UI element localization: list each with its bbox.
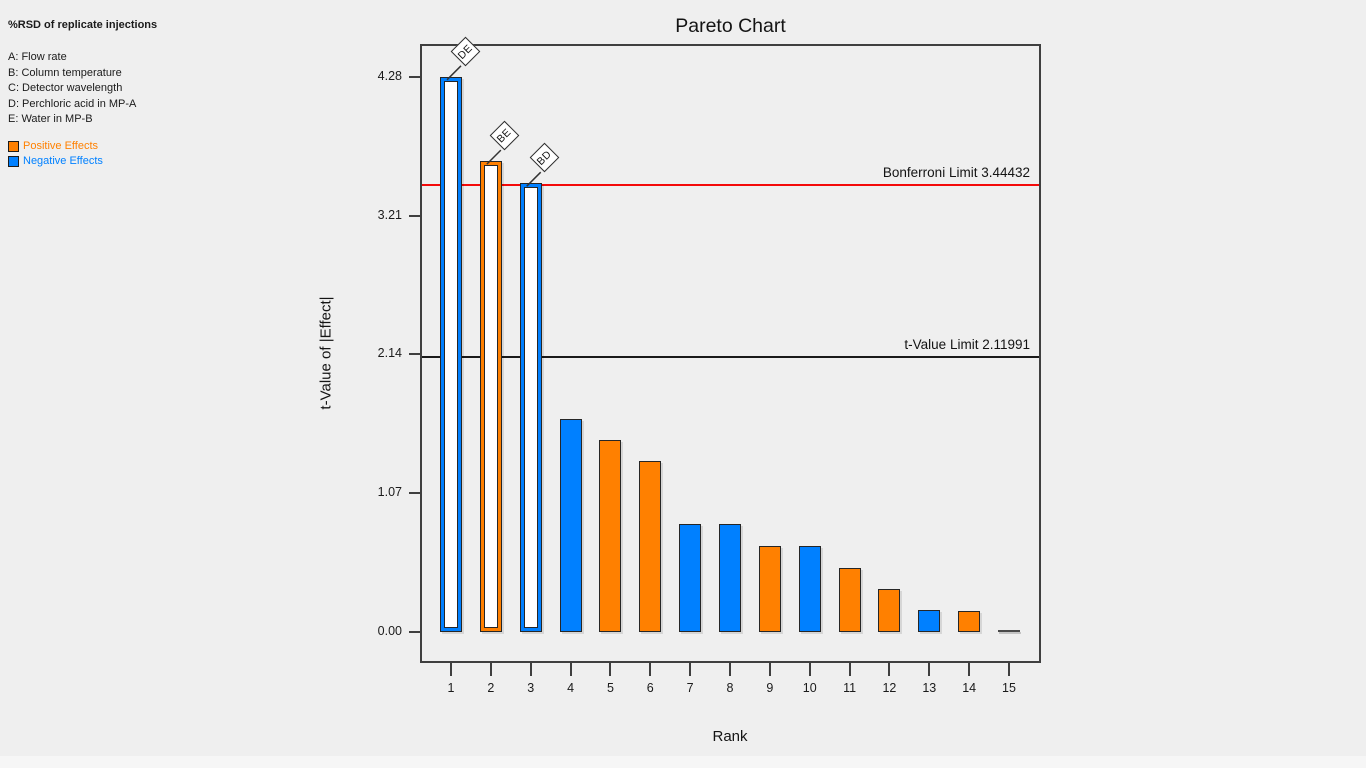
y-axis-tick	[409, 631, 421, 633]
x-axis-tick	[848, 663, 851, 676]
x-axis-tick	[569, 663, 572, 676]
x-axis-tick	[529, 663, 532, 676]
y-axis-tick-label: 4.28	[377, 68, 402, 83]
x-axis-tick	[968, 663, 971, 676]
factor-item: A: Flow rate	[8, 51, 67, 63]
pareto-bar-rank-15[interactable]	[997, 630, 1020, 632]
x-axis-tick	[928, 663, 931, 676]
pareto-bar-rank-9[interactable]	[758, 546, 781, 632]
x-axis-tick-label: 13	[922, 681, 937, 695]
pareto-bar-rank-13[interactable]	[918, 609, 941, 632]
y-axis-tick	[409, 492, 421, 495]
chart-title: Pareto Chart	[675, 15, 786, 37]
t-value-limit-label: t-Value Limit 2.11991	[904, 337, 1030, 352]
x-axis-tick-label: 14	[962, 681, 977, 695]
y-axis-tick	[409, 214, 421, 217]
x-axis-tick-label: 1	[447, 681, 455, 695]
effect-flag-label: DE	[455, 41, 475, 62]
x-axis-tick	[649, 663, 652, 676]
bar-hollow-center	[523, 187, 538, 628]
positive-effects-swatch	[8, 141, 19, 152]
x-axis-label: Rank	[712, 728, 748, 745]
x-axis-tick	[689, 663, 692, 676]
bar-hollow-center	[483, 165, 498, 628]
pareto-bar-rank-2[interactable]	[479, 161, 502, 632]
x-axis-tick-label: 9	[766, 681, 774, 695]
y-axis-tick	[409, 75, 421, 78]
plot-frame	[420, 44, 1041, 663]
y-axis-label: t-Value of |Effect|	[317, 296, 335, 410]
y-axis-tick-label: 1.07	[377, 485, 402, 500]
factor-item: C: Detector wavelength	[8, 82, 123, 95]
x-axis-tick-label: 12	[882, 681, 897, 695]
x-axis-tick-label: 7	[686, 681, 694, 695]
bottom-strip	[0, 756, 1366, 768]
x-axis-tick	[1007, 663, 1010, 676]
y-axis-tick-label: 0.00	[377, 624, 402, 638]
x-axis-tick-label: 8	[726, 681, 734, 695]
x-axis-tick-label: 15	[1002, 681, 1016, 695]
x-axis-tick-label: 4	[567, 681, 575, 695]
x-axis-tick	[450, 663, 452, 676]
x-axis-tick-label: 6	[646, 681, 654, 695]
x-axis-tick-label: 11	[843, 681, 857, 695]
pareto-bar-rank-4[interactable]	[559, 419, 582, 632]
pareto-bar-rank-5[interactable]	[599, 440, 622, 632]
pareto-bar-rank-7[interactable]	[679, 524, 702, 632]
pareto-bar-rank-14[interactable]	[958, 611, 981, 632]
negative-effects-label: Negative Effects	[23, 155, 103, 167]
x-axis-tick-label: 3	[527, 681, 535, 695]
x-axis-tick-label: 5	[606, 681, 614, 695]
bonferroni-limit-line	[422, 184, 1039, 187]
y-axis-tick	[409, 353, 421, 356]
y-axis-tick-label: 3.21	[377, 207, 402, 222]
effect-flag-label: BD	[534, 147, 555, 168]
x-axis-tick-label: 10	[802, 681, 817, 695]
pareto-bar-rank-10[interactable]	[798, 546, 821, 632]
bonferroni-limit-label: Bonferroni Limit 3.44432	[882, 165, 1030, 181]
response-title: %RSD of replicate injections	[8, 19, 158, 31]
positive-effects-label: Positive Effects	[23, 140, 98, 152]
x-axis-tick	[808, 663, 811, 676]
pareto-bar-rank-6[interactable]	[639, 460, 662, 632]
x-axis-tick-label: 2	[487, 681, 495, 695]
x-axis-tick	[888, 663, 891, 676]
pareto-bar-rank-1[interactable]	[440, 76, 462, 632]
t-value-limit-line	[422, 356, 1039, 358]
pareto-bar-rank-8[interactable]	[718, 524, 741, 632]
y-axis-tick-label: 2.14	[377, 346, 402, 361]
negative-effects-swatch	[8, 156, 19, 167]
x-axis-tick	[609, 663, 612, 676]
pareto-bar-rank-3[interactable]	[519, 183, 542, 632]
pareto-bar-rank-12[interactable]	[878, 589, 901, 632]
factor-item: B: Column temperature	[8, 66, 122, 79]
x-axis-tick	[768, 663, 771, 676]
effect-flag-label: BE	[495, 126, 515, 146]
x-axis-tick	[728, 663, 731, 676]
bar-hollow-center	[444, 80, 458, 628]
pareto-bar-rank-11[interactable]	[838, 568, 861, 632]
factor-item: D: Perchloric acid in MP-A	[8, 97, 137, 110]
x-axis-tick	[489, 663, 492, 676]
factor-item: E: Water in MP-B	[8, 113, 93, 126]
